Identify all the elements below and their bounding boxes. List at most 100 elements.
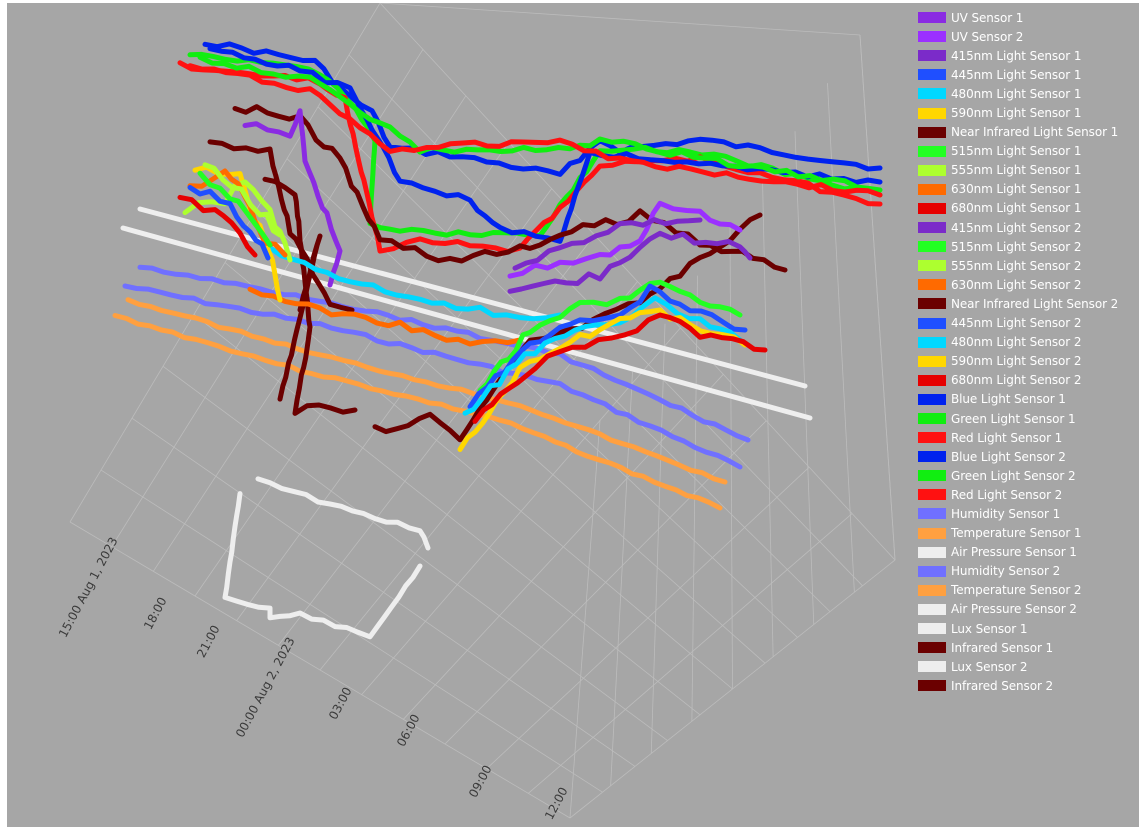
series-line [267,245,563,322]
grid-line [379,3,861,36]
series-line [187,185,271,261]
legend-item[interactable]: Humidity Sensor 2 [918,562,1139,581]
grid-line [729,227,733,690]
legend-item[interactable]: 630nm Light Sensor 1 [918,180,1139,199]
grid-line [162,365,668,741]
legend-item[interactable]: 590nm Light Sensor 2 [918,352,1139,371]
legend-swatch [918,12,946,24]
legend-label: Red Light Sensor 1 [951,430,1063,445]
series-line [472,312,768,424]
legend-item[interactable]: 590nm Light Sensor 1 [918,103,1139,122]
legend-item[interactable]: 480nm Light Sensor 2 [918,333,1139,352]
legend-item[interactable]: 415nm Light Sensor 1 [918,46,1139,65]
series-line [182,179,293,263]
grid-line [69,521,571,819]
series-line [222,491,423,640]
grid-line [827,83,855,593]
series-line [462,295,743,416]
legend-item[interactable]: 680nm Light Sensor 1 [918,199,1139,218]
series-line [232,104,788,273]
grid-line [569,419,601,819]
legend-item[interactable]: 480nm Light Sensor 1 [918,84,1139,103]
legend-label: Near Infrared Light Sensor 2 [951,296,1119,311]
legend-item[interactable]: Humidity Sensor 1 [918,504,1139,523]
series-line [247,286,523,347]
legend-item[interactable]: 680nm Light Sensor 2 [918,371,1139,390]
series-line [202,162,283,238]
legend-swatch [918,355,946,367]
legend-swatch [918,393,946,405]
legend-label: 590nm Light Sensor 2 [951,354,1082,369]
legend-item[interactable]: 445nm Light Sensor 2 [918,314,1139,333]
x-tick-label: 00:00 Aug 2, 2023 [233,635,298,740]
legend-swatch [918,222,946,234]
legend-swatch [918,374,946,386]
legend-item[interactable]: Blue Light Sensor 2 [918,447,1139,466]
grid-line [131,417,636,767]
legend-item[interactable]: Lux Sensor 1 [918,619,1139,638]
legend-label: UV Sensor 1 [951,10,1024,25]
legend-label: 590nm Light Sensor 1 [951,106,1082,121]
legend-item[interactable]: Air Pressure Sensor 1 [918,543,1139,562]
series-line [112,313,723,511]
legend-swatch [918,107,946,119]
chart-3d-scene[interactable]: 15:00 Aug 1, 2023 18:00 21:00 00:00 Aug 2, … [7,3,1139,827]
legend-label: Humidity Sensor 1 [951,506,1061,521]
series-line [177,60,883,254]
x-tick-label: 18:00 [141,595,170,632]
legend-item[interactable]: 630nm Light Sensor 2 [918,275,1139,294]
legend-item[interactable]: UV Sensor 2 [918,27,1139,46]
legend-label: Red Light Sensor 2 [951,487,1063,502]
legend-item[interactable]: Near Infrared Light Sensor 1 [918,123,1139,142]
grid-line [650,323,666,754]
legend-swatch [918,317,946,329]
legend-item[interactable]: 555nm Light Sensor 2 [918,256,1139,275]
legend-item[interactable]: Lux Sensor 2 [918,657,1139,676]
legend-swatch [918,680,946,692]
legend-item[interactable]: 515nm Light Sensor 2 [918,237,1139,256]
legend-item[interactable]: Red Light Sensor 2 [918,485,1139,504]
legend-swatch [918,50,946,62]
x-tick-label: 09:00 [466,763,495,800]
grid-line [286,158,798,638]
legend-item[interactable]: Green Light Sensor 1 [918,409,1139,428]
legend-item[interactable]: 415nm Light Sensor 2 [918,218,1139,237]
legend-item[interactable]: Green Light Sensor 2 [918,466,1139,485]
series-line [262,176,358,416]
legend-swatch [918,470,946,482]
legend-swatch [918,413,946,425]
legend-item[interactable]: Infrared Sensor 1 [918,638,1139,657]
series-line [202,41,883,177]
legend-label: 515nm Light Sensor 1 [951,144,1082,159]
x-axis-ticks: 15:00 Aug 1, 2023 18:00 21:00 00:00 Aug 2, … [56,535,571,822]
legend-item[interactable]: 515nm Light Sensor 1 [918,142,1139,161]
series-line [120,225,813,421]
legend-item[interactable]: Temperature Sensor 2 [918,581,1139,600]
legend-label: Temperature Sensor 2 [951,583,1082,598]
legend-label: 480nm Light Sensor 2 [951,335,1082,350]
legend-item[interactable]: Red Light Sensor 1 [918,428,1139,447]
series-line [507,200,743,279]
legend-item[interactable]: 445nm Light Sensor 1 [918,65,1139,84]
grid-line [379,3,896,561]
legend-label: Blue Light Sensor 2 [951,449,1066,464]
legend-label: 415nm Light Sensor 2 [951,220,1082,235]
legend-label: Near Infrared Light Sensor 1 [951,125,1119,140]
legend-item[interactable]: Temperature Sensor 1 [918,524,1139,543]
legend-swatch [918,661,946,673]
legend-swatch [918,241,946,253]
legend-label: 555nm Light Sensor 2 [951,258,1082,273]
legend-item[interactable]: Near Infrared Light Sensor 2 [918,294,1139,313]
legend-item[interactable]: UV Sensor 1 [918,8,1139,27]
legend-label: Infrared Sensor 1 [951,640,1054,655]
legend-item[interactable]: Blue Light Sensor 1 [918,390,1139,409]
legend-item[interactable]: Air Pressure Sensor 2 [918,600,1139,619]
legend: UV Sensor 1 UV Sensor 2 415nm Light Sensor… [918,8,1139,695]
legend-item[interactable]: 555nm Light Sensor 1 [918,161,1139,180]
series-line [197,170,273,248]
legend-item[interactable]: Infrared Sensor 2 [918,676,1139,695]
x-tick-label: 03:00 [326,685,355,722]
legend-label: Humidity Sensor 2 [951,564,1061,579]
plot-area[interactable]: 15:00 Aug 1, 2023 18:00 21:00 00:00 Aug 2, … [7,3,1139,827]
legend-label: Temperature Sensor 1 [951,526,1082,541]
